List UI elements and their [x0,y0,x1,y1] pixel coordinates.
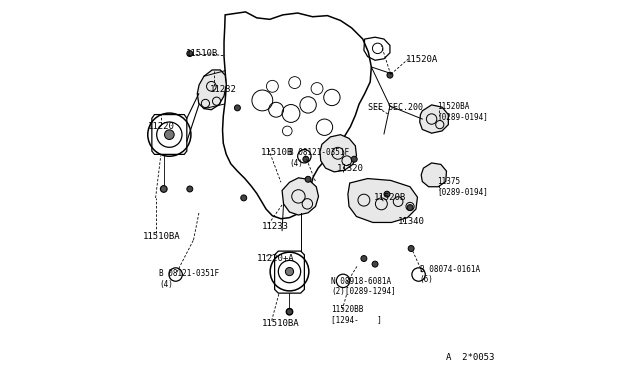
Text: B 08074-0161A
(6): B 08074-0161A (6) [420,265,480,284]
Text: 11520BA
[0289-0194]: 11520BA [0289-0194] [437,102,488,121]
Text: 11510B: 11510B [186,49,218,58]
Text: 11510BA: 11510BA [143,232,181,241]
Text: 11510BA: 11510BA [262,319,300,328]
Text: B 08121-0351F
(4): B 08121-0351F (4) [159,269,220,289]
Circle shape [241,195,246,201]
Circle shape [361,256,367,262]
Polygon shape [282,178,319,215]
Text: 11510B: 11510B [260,148,292,157]
Text: A  2*0053: A 2*0053 [447,353,495,362]
Circle shape [161,186,167,192]
Circle shape [286,308,293,315]
Circle shape [384,191,390,197]
Circle shape [285,267,294,276]
Text: 11220: 11220 [148,122,175,131]
Circle shape [372,261,378,267]
Text: 11233: 11233 [262,222,289,231]
Circle shape [408,246,414,251]
Text: 11520A: 11520A [406,55,438,64]
Polygon shape [420,105,449,133]
Text: 11220+A: 11220+A [257,254,294,263]
Text: 11520BB
[1294-    ]: 11520BB [1294- ] [331,305,382,324]
Text: 11232: 11232 [211,85,237,94]
Text: 11520B: 11520B [374,193,406,202]
Circle shape [351,156,357,162]
Circle shape [407,205,413,211]
Polygon shape [320,135,356,172]
Circle shape [164,130,174,140]
Polygon shape [197,70,227,110]
Circle shape [187,186,193,192]
Circle shape [305,176,311,182]
Polygon shape [348,179,417,222]
Circle shape [287,309,292,315]
Text: 11320: 11320 [337,164,364,173]
Text: 11375
[0289-0194]: 11375 [0289-0194] [437,177,488,196]
Text: B 08121-0351F
(4): B 08121-0351F (4) [289,148,349,168]
Circle shape [234,105,241,111]
Text: N 08918-6081A
(2)[0289-1294]: N 08918-6081A (2)[0289-1294] [331,277,396,296]
Circle shape [303,156,309,162]
Circle shape [387,72,393,78]
Polygon shape [421,163,447,187]
Text: 11340: 11340 [398,217,425,226]
Circle shape [187,51,193,57]
Text: SEE SEC.200: SEE SEC.200 [367,103,422,112]
